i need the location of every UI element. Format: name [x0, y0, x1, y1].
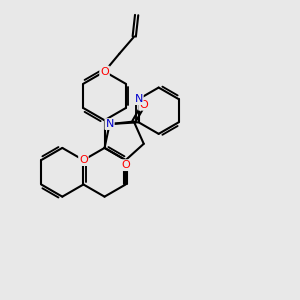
Text: O: O [79, 155, 88, 165]
Text: O: O [100, 67, 109, 76]
Text: O: O [139, 100, 148, 110]
Text: N: N [105, 119, 114, 129]
Text: O: O [121, 160, 130, 170]
Text: N: N [134, 94, 143, 104]
